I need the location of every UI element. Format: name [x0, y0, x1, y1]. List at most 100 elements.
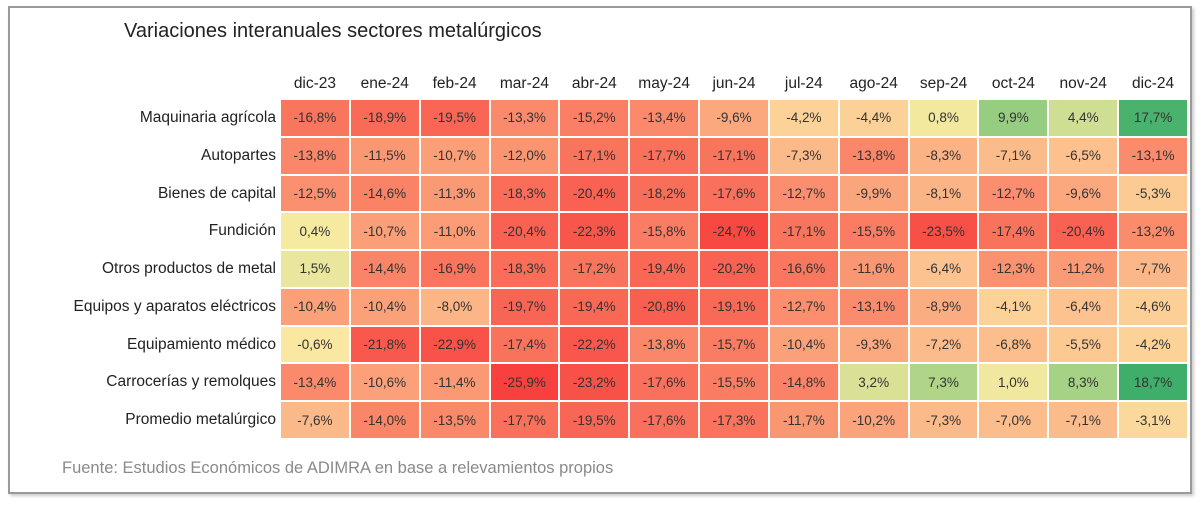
heatmap-cell: -7,0% — [978, 401, 1049, 439]
heatmap-cell: -19,7% — [489, 287, 560, 326]
heatmap-cell: -9,6% — [1048, 174, 1119, 213]
column-header: abr-24 — [571, 75, 617, 92]
heatmap-cell: -15,5% — [699, 363, 769, 402]
heatmap-cell: -16,9% — [419, 250, 490, 288]
row-label: Fundición — [208, 222, 276, 240]
heatmap-cell: -9,9% — [838, 174, 909, 213]
heatmap-cell: -13,1% — [1118, 136, 1188, 175]
row-label: Equipamiento médico — [126, 335, 276, 353]
heatmap-cell: -10,2% — [838, 401, 909, 439]
heatmap-cell: -11,0% — [419, 212, 490, 251]
column-header: mar-24 — [499, 75, 549, 92]
heatmap-cell: -8,0% — [419, 287, 490, 326]
heatmap-cell: -10,7% — [349, 212, 420, 251]
heatmap-cell: -18,3% — [489, 250, 560, 288]
heatmap-cell: -8,3% — [908, 136, 979, 175]
heatmap-cell: -13,8% — [838, 136, 909, 175]
heatmap-cell: -13,8% — [280, 136, 350, 175]
heatmap-cell: -7,7% — [1118, 250, 1188, 288]
heatmap-cell: -7,3% — [908, 401, 979, 439]
heatmap-cell: -16,8% — [280, 99, 350, 137]
heatmap-cell: -14,4% — [349, 250, 420, 288]
heatmap-cell: -4,4% — [838, 99, 909, 137]
heatmap-cell: -11,3% — [419, 174, 490, 213]
column-header: nov-24 — [1059, 75, 1107, 92]
heatmap-cell: -12,7% — [978, 174, 1049, 213]
row-label: Autopartes — [201, 146, 276, 164]
heatmap-cell: -20,4% — [559, 174, 630, 213]
heatmap-cell: -11,2% — [1048, 250, 1119, 288]
column-header: sep-24 — [919, 75, 968, 92]
heatmap-cell: -19,5% — [559, 401, 630, 439]
heatmap-cell: -19,4% — [559, 287, 630, 326]
heatmap-cell: -4,2% — [1118, 325, 1188, 364]
heatmap-cell: -7,1% — [978, 136, 1049, 175]
heatmap-cell: -25,9% — [489, 363, 560, 402]
heatmap-cell: -21,8% — [349, 325, 420, 364]
heatmap-cell: -17,6% — [629, 363, 700, 402]
heatmap-cell: -17,7% — [629, 136, 700, 175]
heatmap-cell: -9,6% — [699, 99, 769, 137]
heatmap-cell: -20,2% — [699, 250, 769, 288]
row-label: Promedio metalúrgico — [125, 411, 276, 429]
source-note: Fuente: Estudios Económicos de ADIMRA en… — [62, 459, 614, 477]
heatmap-cell: -7,6% — [280, 401, 350, 439]
heatmap-cell: -13,3% — [489, 99, 560, 137]
heatmap-cell: -17,4% — [978, 212, 1049, 251]
heatmap-cell: -14,8% — [768, 363, 839, 402]
row-label: Otros productos de metal — [101, 260, 276, 278]
heatmap-cell: -15,7% — [699, 325, 769, 364]
heatmap-cell: -11,4% — [419, 363, 490, 402]
heatmap-cell: -0,6% — [280, 325, 350, 364]
heatmap-cell: -11,5% — [349, 136, 420, 175]
heatmap-cell: 0,4% — [280, 212, 350, 251]
heatmap-cell: -13,4% — [629, 99, 700, 137]
heatmap-cell: -12,3% — [978, 250, 1049, 288]
heatmap-cell: -12,7% — [768, 174, 839, 213]
heatmap-cell: -23,2% — [559, 363, 630, 402]
column-header: feb-24 — [432, 75, 477, 92]
heatmap-cell: -15,2% — [559, 99, 630, 137]
heatmap-cell: -22,9% — [419, 325, 490, 364]
heatmap-cell: -19,5% — [419, 99, 490, 137]
heatmap-cell: 8,3% — [1048, 363, 1119, 402]
heatmap-cell: -22,3% — [559, 212, 630, 251]
heatmap-cell: -5,3% — [1118, 174, 1188, 213]
heatmap-cell: -10,4% — [349, 287, 420, 326]
heatmap-cell: -8,1% — [908, 174, 979, 213]
heatmap-cell: -6,5% — [1048, 136, 1119, 175]
heatmap-cell: -17,1% — [699, 136, 769, 175]
heatmap-cell: -24,7% — [699, 212, 769, 251]
row-label: Carrocerías y remolques — [106, 373, 276, 391]
heatmap-cell: -15,5% — [838, 212, 909, 251]
heatmap-cell: -19,4% — [629, 250, 700, 288]
heatmap-cell: -12,7% — [768, 287, 839, 326]
heatmap-cell: -3,1% — [1118, 401, 1188, 439]
heatmap-cell: 7,3% — [908, 363, 979, 402]
column-header: dic-24 — [1131, 75, 1175, 92]
heatmap-cell: 4,4% — [1048, 99, 1119, 137]
heatmap-cell: -10,4% — [280, 287, 350, 326]
heatmap-cell: -17,1% — [559, 136, 630, 175]
heatmap-cell: -14,0% — [349, 401, 420, 439]
heatmap-cell: -14,6% — [349, 174, 420, 213]
heatmap-cell: -10,7% — [419, 136, 490, 175]
heatmap-cell: -12,5% — [280, 174, 350, 213]
heatmap-cell: -4,2% — [768, 99, 839, 137]
heatmap-cell: -10,6% — [349, 363, 420, 402]
row-label: Bienes de capital — [157, 184, 276, 202]
column-header: jun-24 — [712, 75, 756, 92]
heatmap-cell: -22,2% — [559, 325, 630, 364]
heatmap-cell: 3,2% — [838, 363, 909, 402]
heatmap-cell: -18,2% — [629, 174, 700, 213]
heatmap-cell: -9,3% — [838, 325, 909, 364]
heatmap-cell: -20,4% — [1048, 212, 1119, 251]
heatmap-cell: -13,4% — [280, 363, 350, 402]
heatmap-cell: -18,9% — [349, 99, 420, 137]
heatmap-cell: -17,6% — [629, 401, 700, 439]
heatmap-cell: -10,4% — [768, 325, 839, 364]
heatmap-cell: -4,1% — [978, 287, 1049, 326]
heatmap-cell: -7,1% — [1048, 401, 1119, 439]
heatmap-cell: -13,5% — [419, 401, 490, 439]
heatmap-cell: -13,1% — [838, 287, 909, 326]
